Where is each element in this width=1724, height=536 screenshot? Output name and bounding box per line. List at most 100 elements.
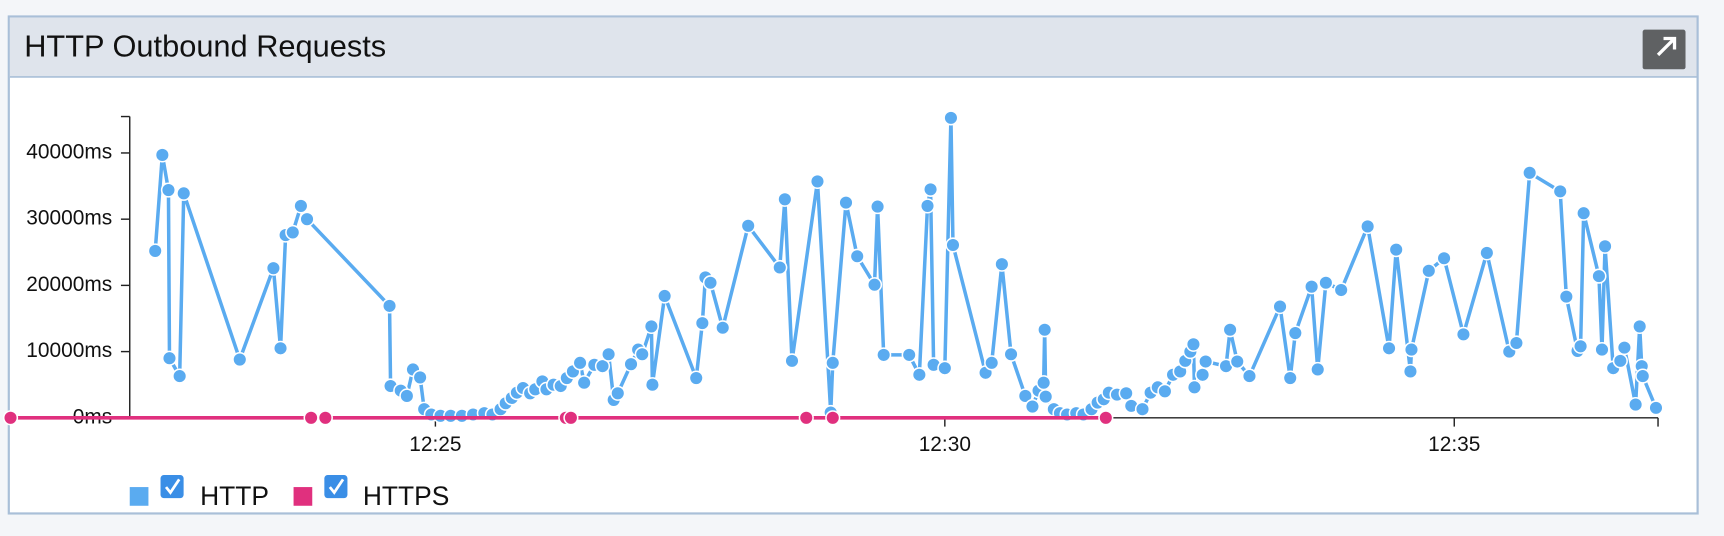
- data-point: [715, 320, 731, 336]
- data-point: [1597, 238, 1613, 254]
- data-point: [1360, 218, 1376, 235]
- data-point: [694, 315, 710, 331]
- data-point: [1118, 385, 1134, 401]
- data-point: [1635, 368, 1651, 384]
- data-point: [572, 355, 588, 371]
- data-point: [866, 277, 883, 293]
- data-point: [911, 367, 927, 383]
- data-point: [1381, 340, 1397, 356]
- data-point: [1318, 275, 1334, 291]
- data-point: [1038, 389, 1054, 405]
- data-point: [265, 260, 281, 276]
- series: [147, 110, 1664, 424]
- data-point: [984, 355, 1000, 371]
- data-point: [1333, 282, 1349, 298]
- panel-title: HTTP Outbound Requests: [24, 29, 386, 64]
- data-point: [272, 340, 289, 356]
- series: [2, 410, 1114, 426]
- data-point: [154, 147, 170, 163]
- legend-label: HTTPS: [363, 481, 449, 511]
- data-point: [1185, 336, 1202, 352]
- data-point: [876, 347, 892, 363]
- data-point: [381, 298, 398, 314]
- legend-label: HTTP: [200, 481, 269, 511]
- expand-icon[interactable]: [1656, 36, 1677, 57]
- data-point: [576, 375, 592, 391]
- data-point: [1648, 400, 1664, 416]
- data-point: [1304, 279, 1320, 295]
- data-point: [1024, 398, 1041, 415]
- legend: HTTP HTTPS: [129, 474, 449, 511]
- data-point: [563, 410, 579, 426]
- data-point: [825, 355, 841, 371]
- data-point: [634, 346, 650, 362]
- data-point: [1098, 410, 1114, 426]
- data-point: [1594, 342, 1610, 358]
- checkbox-check[interactable]: [328, 478, 345, 495]
- data-point: [1508, 335, 1524, 351]
- data-point: [1591, 268, 1607, 284]
- data-point: [147, 243, 163, 259]
- data-point: [994, 256, 1010, 272]
- data-point: [1229, 353, 1245, 370]
- data-point: [945, 237, 961, 253]
- data-point: [412, 369, 428, 386]
- data-point: [1632, 318, 1648, 335]
- data-point: [160, 182, 177, 198]
- data-point: [777, 191, 793, 207]
- expand-button[interactable]: [1642, 29, 1686, 70]
- legend-checkbox[interactable]: [324, 474, 348, 499]
- data-point: [299, 211, 315, 227]
- y-tick-label: 10000ms: [26, 339, 112, 362]
- data-point: [1198, 353, 1214, 370]
- data-point: [1272, 298, 1288, 315]
- checkbox-box[interactable]: [324, 474, 348, 499]
- data-point: [1310, 361, 1326, 378]
- data-point: [317, 410, 333, 426]
- data-point: [1157, 383, 1173, 399]
- data-point: [285, 224, 301, 241]
- checkbox-check[interactable]: [164, 478, 181, 495]
- data-point: [623, 356, 639, 372]
- data-point: [610, 385, 626, 401]
- data-point: [688, 370, 704, 386]
- data-point: [1522, 165, 1538, 181]
- data-point: [1479, 245, 1495, 261]
- data-point: [1134, 401, 1151, 417]
- data-point: [594, 358, 611, 374]
- data-point: [1612, 353, 1628, 369]
- y-tick-label: 30000ms: [26, 207, 112, 230]
- data-point: [601, 346, 617, 362]
- data-point: [1403, 342, 1420, 358]
- data-point: [772, 259, 788, 276]
- data-point: [2, 410, 19, 426]
- x-tick-label: 12:30: [919, 433, 971, 456]
- data-point: [303, 410, 319, 426]
- legend-swatch: [129, 487, 149, 506]
- data-point: [1241, 368, 1258, 384]
- data-point: [838, 195, 854, 211]
- data-point: [1402, 363, 1419, 380]
- y-tick-label: 20000ms: [26, 273, 112, 296]
- data-point: [919, 198, 936, 214]
- data-point: [657, 288, 673, 304]
- legend-checkbox[interactable]: [160, 474, 184, 499]
- data-point: [825, 410, 841, 426]
- data-point: [1616, 340, 1632, 356]
- data-point: [869, 199, 886, 215]
- data-point: [172, 368, 188, 384]
- data-point: [1558, 289, 1574, 305]
- checkbox-box[interactable]: [160, 474, 184, 499]
- panel-frame: [7, 15, 1699, 515]
- data-point: [1573, 338, 1589, 354]
- data-point: [1628, 396, 1644, 413]
- data-point: [232, 351, 248, 368]
- legend-swatch: [293, 487, 313, 506]
- data-point: [1282, 370, 1298, 386]
- data-point: [1436, 250, 1452, 266]
- data-point: [1017, 388, 1033, 404]
- data-point: [943, 110, 959, 126]
- data-point: [901, 347, 917, 363]
